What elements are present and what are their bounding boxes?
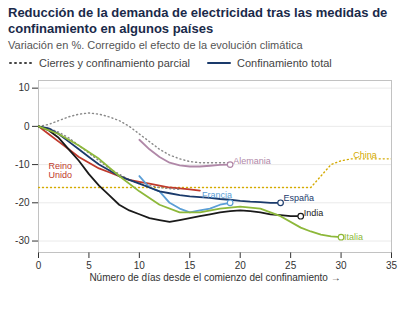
html-text:Cierres y confinamiento parcia: Cierres y confinamiento parcial xyxy=(39,56,190,69)
svg-text:25: 25 xyxy=(285,260,297,271)
html-text:Variación en %. Corregido el e: Variación en %. Corregido el efecto de l… xyxy=(8,39,303,52)
svg-text:Alemania: Alemania xyxy=(233,157,271,167)
svg-text:China: China xyxy=(353,150,377,160)
svg-text:España: España xyxy=(284,193,315,203)
svg-text:10: 10 xyxy=(18,83,30,94)
svg-text:10: 10 xyxy=(134,260,146,271)
svg-text:-10: -10 xyxy=(15,159,30,170)
svg-text:20: 20 xyxy=(235,260,247,271)
svg-text:15: 15 xyxy=(184,260,196,271)
svg-text:30: 30 xyxy=(336,260,348,271)
svg-text:0: 0 xyxy=(24,121,30,132)
svg-text:ReinoUnido: ReinoUnido xyxy=(49,161,73,180)
svg-text:Francia: Francia xyxy=(202,190,232,200)
svg-text:-30: -30 xyxy=(15,235,30,246)
svg-text:Número de días desde el comien: Número de días desde el comienzo del con… xyxy=(89,272,340,283)
svg-text:35: 35 xyxy=(386,260,398,271)
html-text:Reducción de la demanda de ele: Reducción de la demanda de electricidad … xyxy=(8,5,388,36)
svg-text:-20: -20 xyxy=(15,197,30,208)
svg-text:Italia: Italia xyxy=(344,232,363,242)
html-text:Confinamiento total: Confinamiento total xyxy=(237,56,332,69)
svg-text:5: 5 xyxy=(86,260,92,271)
svg-text:0: 0 xyxy=(36,260,42,271)
svg-text:India: India xyxy=(304,209,324,219)
